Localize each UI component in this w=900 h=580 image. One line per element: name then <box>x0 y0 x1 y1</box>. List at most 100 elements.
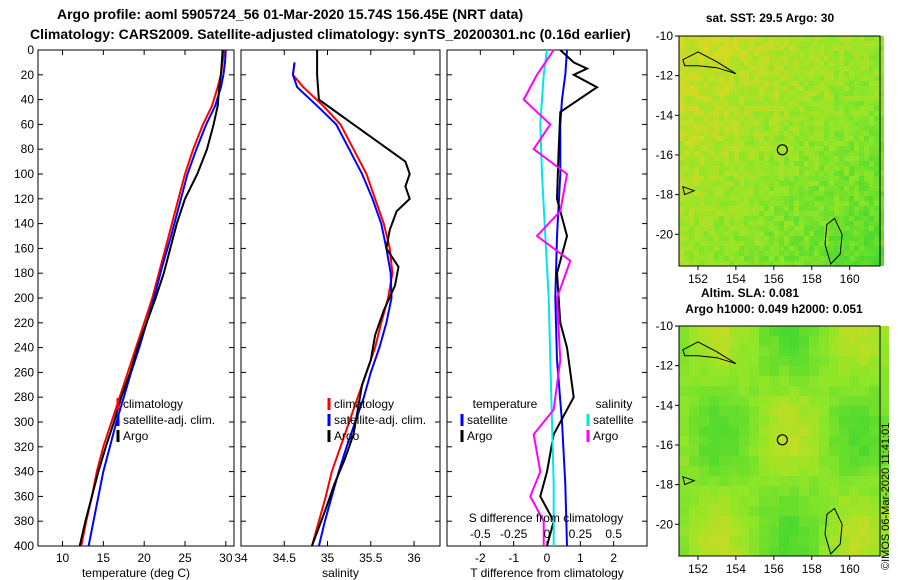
sst_map-cell <box>714 146 719 151</box>
sst_map-cell <box>819 161 824 166</box>
sst_map-cell <box>709 256 714 261</box>
sst_map-cell <box>869 41 874 46</box>
sst_map-cell <box>794 176 799 181</box>
sst_map-cell <box>834 186 839 191</box>
sst_map-cell <box>809 181 814 186</box>
sla_map-cell <box>739 446 749 456</box>
sla_map-cell <box>759 466 769 476</box>
sst_map-cell <box>789 166 794 171</box>
sst_map-cell <box>804 131 809 136</box>
sst_map-cell <box>849 186 854 191</box>
sst_map-cell <box>844 61 849 66</box>
sst_map-cell <box>794 81 799 86</box>
sst_map-cell <box>704 151 709 156</box>
sst_map-cell <box>769 251 774 256</box>
sla_map-cell <box>839 376 849 386</box>
sla_map-cell <box>769 466 779 476</box>
sst_map-cell <box>799 161 804 166</box>
sst_map-cell <box>794 231 799 236</box>
sst_map-cell <box>689 241 694 246</box>
sst_map-cell <box>789 206 794 211</box>
sla_map-cell <box>809 376 819 386</box>
sla_map-cell <box>779 336 789 346</box>
sla_map-cell <box>859 406 869 416</box>
differences-xlabel: T difference from climatology <box>470 566 624 580</box>
sst_map-cell <box>719 166 724 171</box>
sst_map-cell <box>719 106 724 111</box>
sst_map-cell <box>709 176 714 181</box>
sst_map-cell <box>714 51 719 56</box>
sst_map-cell <box>769 261 774 266</box>
sst_map-cell <box>789 191 794 196</box>
sla_map-cell <box>879 526 889 536</box>
sla_map-cell <box>789 516 799 526</box>
sst_map-cell <box>864 66 869 71</box>
sst_map-cell <box>874 56 879 61</box>
sst_map-cell <box>774 131 779 136</box>
sst_map-cell <box>719 101 724 106</box>
sst_map-cell <box>694 251 699 256</box>
sst_map-cell <box>799 136 804 141</box>
sst_map-cell <box>829 211 834 216</box>
sst_map-cell <box>844 246 849 251</box>
sst_map-cell <box>804 116 809 121</box>
sst_map-cell <box>854 236 859 241</box>
sst_map-cell <box>689 256 694 261</box>
sla_map-cell <box>809 386 819 396</box>
sla_map-cell <box>679 386 689 396</box>
sst_map-cell <box>849 146 854 151</box>
sla_map-cell <box>779 386 789 396</box>
sla_map-cell <box>839 436 849 446</box>
sla_map-cell <box>769 346 779 356</box>
sst_map-cell <box>784 261 789 266</box>
sla_map-cell <box>849 406 859 416</box>
sla_map-cell <box>869 416 879 426</box>
sst_map-cell <box>744 256 749 261</box>
sst_map-cell <box>739 166 744 171</box>
sst_map-cell <box>854 81 859 86</box>
coastline-outline <box>824 217 843 265</box>
sla_map-cell <box>769 546 779 556</box>
sst_map-cell <box>749 146 754 151</box>
sst_map-cell <box>749 61 754 66</box>
sst_map-cell <box>819 171 824 176</box>
temperature-xlabel: temperature (deg C) <box>82 566 190 580</box>
sst_map-cell <box>849 236 854 241</box>
sla_map-cell <box>709 536 719 546</box>
sst_map-cell <box>784 181 789 186</box>
sst_map-cell <box>724 196 729 201</box>
sst_map-cell <box>784 71 789 76</box>
sst_map-cell <box>879 171 884 176</box>
sst_map-cell <box>859 91 864 96</box>
sla_map-cell <box>729 336 739 346</box>
sla_map-cell <box>779 446 789 456</box>
sst_map-cell <box>734 56 739 61</box>
sla_map-cell <box>829 476 839 486</box>
sst_map-cell <box>689 216 694 221</box>
sst_map-cell <box>769 176 774 181</box>
sst_map-cell <box>699 141 704 146</box>
sst_map-cell <box>724 71 729 76</box>
sst_map-cell <box>789 71 794 76</box>
sst_map-cell <box>789 221 794 226</box>
sla_map-cell <box>679 376 689 386</box>
sst_map-cell <box>739 91 744 96</box>
sla_map-cell <box>759 506 769 516</box>
sst_map-cell <box>859 251 864 256</box>
sst_map-cell <box>764 171 769 176</box>
sst_map-cell <box>834 231 839 236</box>
sst_map-cell <box>869 116 874 121</box>
sst_map-cell <box>794 126 799 131</box>
sst_map-cell <box>829 196 834 201</box>
sst_map-cell <box>729 76 734 81</box>
sla_map-cell <box>859 546 869 556</box>
sst_map-cell <box>704 81 709 86</box>
sst_map-cell <box>714 131 719 136</box>
sst_map-cell <box>719 151 724 156</box>
sst_map-cell <box>854 136 859 141</box>
sst_map-cell <box>844 86 849 91</box>
sla_map-cell <box>879 486 889 496</box>
sst_map-cell <box>789 46 794 51</box>
sst_map-cell <box>749 36 754 41</box>
sst_map-cell <box>794 86 799 91</box>
